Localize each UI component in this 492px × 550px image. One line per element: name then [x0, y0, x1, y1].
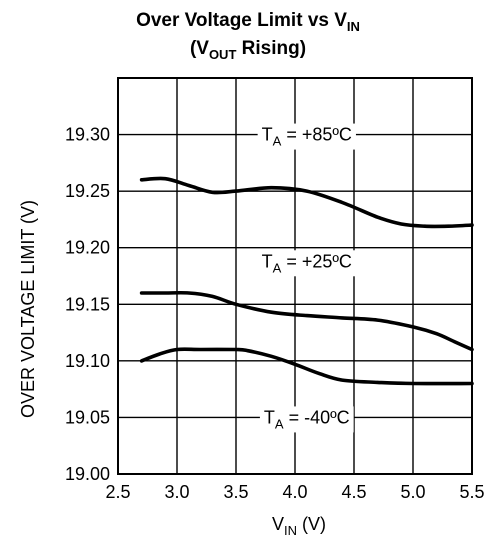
annotation-symbol: T [262, 251, 273, 271]
annotation-85c: TA = +85ºC [262, 125, 352, 149]
chart-subtitle-sub: OUT [209, 47, 237, 62]
plot-frame [117, 77, 473, 475]
annotation-25c-group: TA = +25ºC [257, 250, 356, 277]
series-line-minus40c [139, 347, 474, 386]
annotation-background [257, 123, 356, 150]
chart-title-line1: Over Voltage Limit vs VIN [136, 10, 360, 34]
x-tick-label: 5.5 [459, 482, 484, 502]
x-axis-label-sub: IN [284, 523, 297, 538]
annotation-minus40c-group: TA = -40ºC [259, 406, 354, 433]
x-tick-labels: 2.5 3.0 3.5 4.0 4.5 5.0 5.5 [105, 482, 484, 502]
annotation-minus40c: TA = -40ºC [264, 407, 350, 431]
annotation-symbol: T [262, 125, 273, 145]
annotation-value: = -40ºC [284, 407, 350, 427]
x-tick-label: 2.5 [105, 482, 130, 502]
y-tick-label: 19.05 [65, 407, 110, 427]
x-tick-label: 4.5 [341, 482, 366, 502]
y-tick-labels: 19.00 19.05 19.10 19.15 19.20 19.25 19.30 [65, 125, 110, 484]
annotation-value: = +25ºC [281, 251, 352, 271]
y-axis-label: OVER VOLTAGE LIMIT (V) [18, 200, 38, 418]
series-line-25c [139, 290, 474, 352]
series-group [139, 176, 474, 386]
annotation-85c-group: TA = +85ºC [257, 123, 356, 150]
annotation-background [259, 406, 354, 433]
y-tick-label: 19.00 [65, 464, 110, 484]
x-tick-label: 4.0 [282, 482, 307, 502]
chart-subtitle-pre: (V [190, 38, 209, 59]
y-tick-label: 19.10 [65, 351, 110, 371]
y-tick-label: 19.30 [65, 125, 110, 145]
chart-title-sub: IN [347, 19, 360, 34]
y-tick-label: 19.20 [65, 238, 110, 258]
annotation-subscript: A [273, 260, 282, 275]
annotation-subscript: A [275, 416, 284, 431]
y-tick-label: 19.25 [65, 181, 110, 201]
annotation-symbol: T [264, 407, 275, 427]
x-axis-label-post: (V) [297, 514, 326, 534]
x-tick-label: 3.5 [223, 482, 248, 502]
chart-title-line2: (VOUT Rising) [190, 38, 306, 62]
annotation-value: = +85ºC [281, 125, 352, 145]
annotation-25c: TA = +25ºC [262, 251, 352, 275]
annotation-subscript: A [273, 134, 282, 149]
x-axis-label-main: V [272, 514, 284, 534]
x-tick-label: 5.0 [400, 482, 425, 502]
chart-subtitle-post: Rising) [236, 38, 306, 59]
annotation-background [257, 250, 356, 277]
chart-title-main: Over Voltage Limit vs V [136, 10, 347, 31]
x-tick-label: 3.0 [164, 482, 189, 502]
x-axis-label: VIN (V) [272, 514, 326, 538]
y-tick-label: 19.15 [65, 294, 110, 314]
series-line-85c [139, 176, 474, 229]
